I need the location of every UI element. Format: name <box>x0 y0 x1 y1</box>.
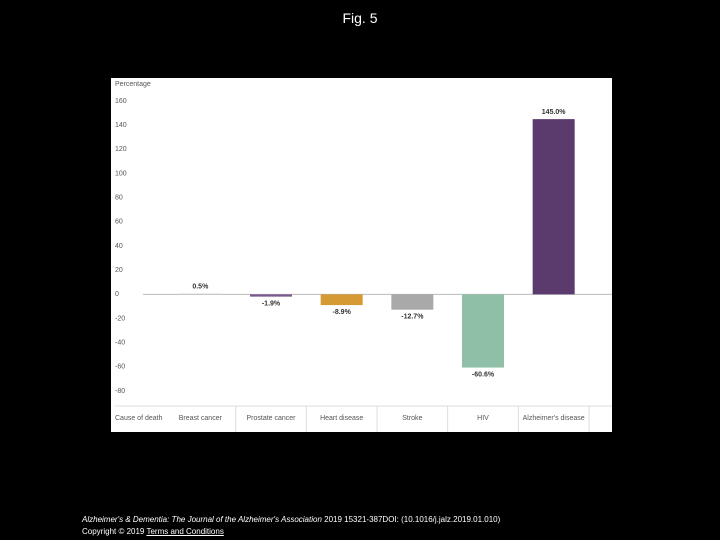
x-tick-label: Alzheimer's disease <box>523 415 585 422</box>
citation: 2019 15321-387DOI: (10.1016/j.jalz.2019.… <box>324 515 501 524</box>
bar <box>462 294 504 368</box>
bar <box>250 294 292 297</box>
copyright: Copyright © 2019 <box>82 527 145 536</box>
value-label: 145.0% <box>542 109 567 116</box>
y-tick-label: 140 <box>115 122 127 129</box>
y-tick-label: 40 <box>115 243 123 250</box>
bar <box>391 294 434 310</box>
chart: Percentage Cause of death 160 140 120 100 80… <box>111 78 612 432</box>
journal: Alzheimer's & Dementia: The Journal of t… <box>82 515 322 524</box>
x-tick-label: Heart disease <box>320 415 363 422</box>
y-tick-label: -40 <box>115 340 125 347</box>
y-tick-label: 100 <box>115 170 127 177</box>
value-label: -60.6% <box>472 371 495 378</box>
x-tick-label: HIV <box>477 415 489 422</box>
x-axis-label: Cause of death <box>115 415 163 422</box>
bar <box>532 119 575 295</box>
footer: Alzheimer's & Dementia: The Journal of t… <box>82 514 500 538</box>
value-label: -12.7% <box>401 314 424 321</box>
y-tick-label: -60 <box>115 364 125 371</box>
x-tick-label: Stroke <box>402 415 422 422</box>
y-axis-label: Percentage <box>115 81 151 88</box>
y-tick-label: 120 <box>115 146 127 153</box>
y-tick-label: 60 <box>115 219 123 226</box>
value-label: 0.5% <box>192 284 209 291</box>
y-tick-label: -20 <box>115 315 125 322</box>
bar <box>320 294 363 306</box>
x-tick-label: Breast cancer <box>179 415 223 422</box>
figure-title: Fig. 5 <box>342 10 378 26</box>
y-tick-label: 80 <box>115 195 123 202</box>
y-tick-label: 20 <box>115 267 123 274</box>
bar <box>179 293 222 295</box>
value-label: -1.9% <box>262 300 281 307</box>
chart-panel <box>111 78 612 432</box>
value-label: -8.9% <box>333 309 352 316</box>
y-tick-label: 160 <box>115 98 127 105</box>
terms-link[interactable]: Terms and Conditions <box>146 527 224 536</box>
y-tick-label: 0 <box>115 291 119 298</box>
y-tick-label: -80 <box>115 388 125 395</box>
x-tick-label: Prostate cancer <box>246 415 296 422</box>
